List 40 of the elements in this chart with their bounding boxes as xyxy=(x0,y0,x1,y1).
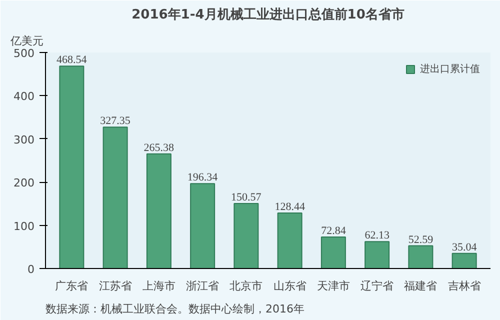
x-tick-label: 浙江省 xyxy=(186,280,220,292)
data-label: 128.44 xyxy=(274,201,306,214)
data-label: 52.59 xyxy=(408,234,434,246)
y-tick-label: 300 xyxy=(14,133,35,146)
x-tick-label: 吉林省 xyxy=(448,280,481,292)
x-tick-label: 天津市 xyxy=(316,280,350,292)
y-tick-label: 100 xyxy=(14,220,35,233)
y-tick-label: 400 xyxy=(14,90,35,104)
bar xyxy=(364,241,390,268)
data-label: 72.84 xyxy=(321,225,346,238)
x-tick-label: 江苏省 xyxy=(98,280,132,292)
data-label: 62.13 xyxy=(364,230,390,242)
y-tick-label: 200 xyxy=(14,176,35,190)
data-label: 35.04 xyxy=(452,241,478,254)
data-label: 468.54 xyxy=(56,54,88,66)
bar xyxy=(452,252,477,268)
source-note: 数据来源：机械工业联合会。数据中心绘制，2016年 xyxy=(46,302,304,316)
bar xyxy=(320,236,346,268)
bar xyxy=(146,153,172,268)
data-label: 150.57 xyxy=(231,191,262,204)
bar xyxy=(408,245,434,268)
x-tick-label: 福建省 xyxy=(404,280,438,292)
x-tick-label: 广东省 xyxy=(55,280,88,292)
bar xyxy=(190,183,216,268)
x-tick-label: 山东省 xyxy=(273,280,306,292)
bar xyxy=(102,126,128,268)
bar xyxy=(277,212,302,268)
bar xyxy=(59,66,84,268)
data-label: 265.38 xyxy=(144,142,175,154)
chart-title: 2016年1-4月机械工业进出口总值前10名省市 xyxy=(132,6,404,22)
y-tick-label: 500 xyxy=(14,47,35,60)
y-axis-title: 亿美元 xyxy=(10,34,44,48)
data-label: 196.34 xyxy=(187,172,218,184)
y-tick-label: 0 xyxy=(28,263,34,276)
x-tick-label: 上海市 xyxy=(142,280,176,292)
x-tick-label: 北京市 xyxy=(230,280,263,292)
legend-label: 进出口累计值 xyxy=(420,62,480,76)
x-tick-label: 辽宁省 xyxy=(360,280,394,292)
bar xyxy=(234,202,259,268)
data-label: 327.35 xyxy=(100,115,131,128)
